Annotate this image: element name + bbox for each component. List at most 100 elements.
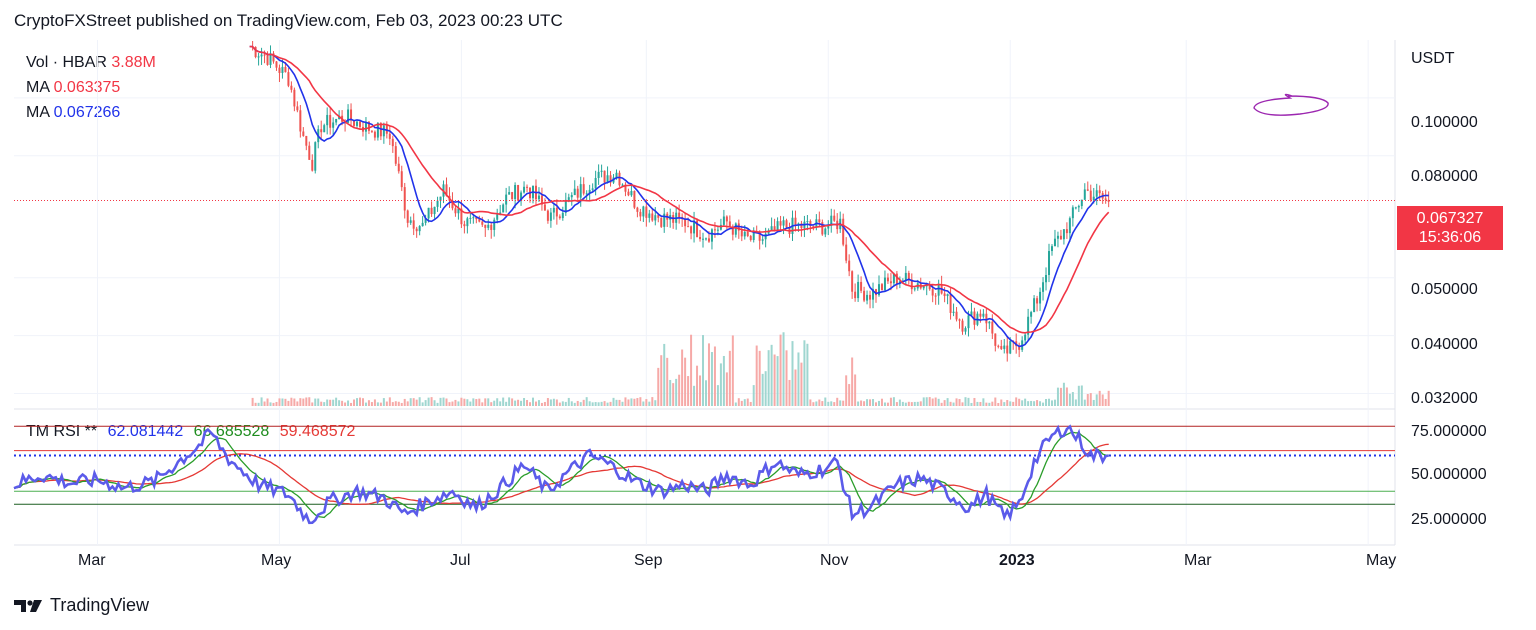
volume-bar [1059, 387, 1062, 406]
candle-body [478, 219, 481, 222]
volume-bar [740, 400, 743, 406]
rsi-tick-label: 25.000000 [1411, 511, 1487, 528]
volume-bar [254, 402, 257, 406]
volume-bar [883, 402, 886, 406]
volume-bar [934, 397, 937, 406]
candle-body [657, 215, 660, 218]
volume-bar [517, 399, 520, 406]
volume-bar [746, 398, 749, 406]
rsi-value-1: 62.081442 [107, 423, 184, 440]
volume-bar [785, 350, 788, 406]
volume-bar [487, 398, 490, 406]
candle-body [332, 122, 335, 128]
volume-bar [406, 401, 409, 406]
volume-bar [514, 400, 517, 406]
candle-body [376, 123, 379, 138]
volume-bar [579, 402, 582, 406]
volume-bar [526, 399, 529, 406]
volume-bar [1045, 398, 1048, 406]
candle-body [806, 221, 809, 223]
candle-body [364, 121, 367, 132]
candle-body [424, 218, 427, 223]
volume-bar [991, 401, 994, 406]
volume-bar [275, 401, 278, 406]
candle-body [1104, 198, 1107, 200]
last-price-value: 0.067327 [1416, 210, 1484, 227]
volume-bar [537, 400, 540, 406]
candle-body [520, 192, 523, 201]
candle-body [358, 121, 361, 127]
volume-bar [391, 402, 394, 406]
volume-bar [463, 398, 466, 406]
x-tick-label: Mar [1184, 552, 1212, 569]
volume-bar [1050, 400, 1053, 406]
candle-body [734, 223, 737, 235]
candle-body [275, 61, 278, 68]
candle-body [555, 207, 558, 217]
volume-bar [502, 397, 505, 406]
candle-body [770, 226, 773, 231]
volume-bar [770, 344, 773, 406]
volume-bar [388, 397, 391, 406]
candle-body [913, 288, 916, 290]
volume-bar [749, 401, 752, 406]
volume-bar [1056, 387, 1059, 406]
volume-bar [460, 397, 463, 406]
candle-body [937, 283, 940, 296]
candle-body [1006, 345, 1009, 354]
volume-bar [493, 400, 496, 406]
candle-body [699, 236, 702, 240]
volume-bar [1083, 399, 1086, 406]
candle-body [302, 131, 305, 136]
candle-body [400, 171, 403, 188]
tradingview-logo[interactable]: TradingView [14, 595, 149, 616]
volume-bar [728, 350, 731, 406]
volume-bar [710, 352, 713, 406]
volume-bar [645, 399, 648, 406]
candle-body [439, 196, 442, 201]
candle-body [964, 328, 967, 332]
volume-bar [454, 399, 457, 406]
candle-body [606, 175, 609, 183]
volume-bar [687, 376, 690, 406]
candle-body [418, 226, 421, 232]
candle-body [997, 345, 1000, 347]
volume-bar [955, 398, 958, 406]
volume-value: 3.88M [111, 54, 156, 71]
candle-body [594, 178, 597, 189]
volume-bar [531, 397, 534, 406]
volume-bar [341, 400, 344, 406]
volume-bar [1009, 401, 1012, 406]
volume-bar [839, 400, 842, 406]
candle-body [1053, 238, 1056, 247]
candle-body [746, 231, 749, 237]
rsi-tick-label: 75.000000 [1411, 423, 1487, 440]
candle-body [725, 216, 728, 222]
candle-body [696, 220, 699, 237]
candle-body [272, 53, 275, 62]
tradingview-logo-icon [14, 599, 42, 612]
volume-bar [791, 341, 794, 406]
candle-body [382, 125, 385, 137]
volume-bar [860, 400, 863, 406]
candle-body [627, 191, 630, 196]
candle-body [1059, 235, 1062, 240]
volume-bar [642, 401, 645, 406]
candle-body [1042, 282, 1045, 292]
volume-bar [937, 398, 940, 406]
candle-body [934, 295, 937, 297]
candle-body [991, 321, 994, 334]
ma-fast-label: MA [26, 104, 50, 121]
volume-bar [663, 343, 666, 406]
candle-body [305, 135, 308, 146]
volume-bar [755, 345, 758, 406]
candle-body [415, 228, 418, 232]
volume-bar [949, 401, 952, 406]
candle-body [582, 184, 585, 194]
candle-body [636, 207, 639, 212]
volume-bar [1036, 400, 1039, 406]
volume-bar [684, 357, 687, 406]
candle-body [391, 138, 394, 147]
volume-bar [263, 401, 266, 406]
